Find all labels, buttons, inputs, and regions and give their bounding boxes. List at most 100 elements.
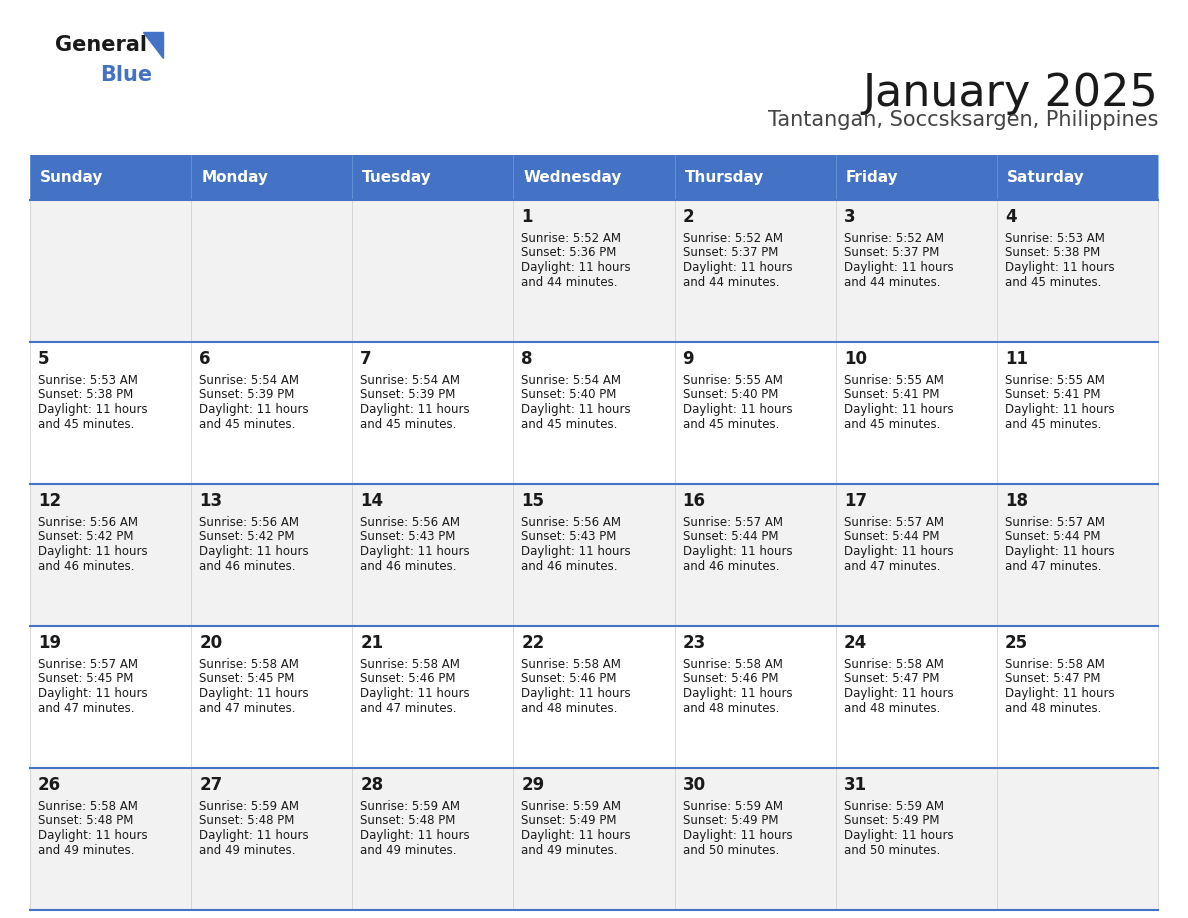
Text: Sunrise: 5:57 AM: Sunrise: 5:57 AM (843, 516, 943, 529)
Text: and 47 minutes.: and 47 minutes. (1005, 559, 1101, 573)
Bar (353, 768, 513, 910)
Text: Blue: Blue (100, 65, 152, 85)
Text: Sunrise: 5:56 AM: Sunrise: 5:56 AM (360, 516, 460, 529)
Text: 3: 3 (843, 208, 855, 226)
Text: and 49 minutes.: and 49 minutes. (360, 844, 456, 856)
Bar (835, 768, 997, 910)
Text: Daylight: 11 hours: Daylight: 11 hours (200, 545, 309, 558)
Text: Daylight: 11 hours: Daylight: 11 hours (522, 261, 631, 274)
Text: Daylight: 11 hours: Daylight: 11 hours (360, 403, 470, 416)
Bar (30, 342, 191, 484)
Text: Sunset: 5:41 PM: Sunset: 5:41 PM (1005, 388, 1100, 401)
Text: and 45 minutes.: and 45 minutes. (683, 418, 779, 431)
Text: Daylight: 11 hours: Daylight: 11 hours (843, 261, 953, 274)
Text: Tuesday: Tuesday (362, 170, 432, 185)
Text: Daylight: 11 hours: Daylight: 11 hours (843, 687, 953, 700)
Text: 23: 23 (683, 634, 706, 652)
Bar (191, 768, 353, 910)
Text: and 46 minutes.: and 46 minutes. (522, 559, 618, 573)
Text: and 44 minutes.: and 44 minutes. (683, 275, 779, 288)
Text: 18: 18 (1005, 492, 1028, 510)
Text: Sunset: 5:46 PM: Sunset: 5:46 PM (522, 673, 617, 686)
Text: Sunrise: 5:59 AM: Sunrise: 5:59 AM (843, 800, 943, 813)
Text: Sunset: 5:40 PM: Sunset: 5:40 PM (522, 388, 617, 401)
Text: Daylight: 11 hours: Daylight: 11 hours (1005, 545, 1114, 558)
Text: Daylight: 11 hours: Daylight: 11 hours (38, 687, 147, 700)
Text: Daylight: 11 hours: Daylight: 11 hours (1005, 261, 1114, 274)
Text: Sunset: 5:43 PM: Sunset: 5:43 PM (360, 531, 456, 543)
Text: and 45 minutes.: and 45 minutes. (360, 418, 456, 431)
Text: Saturday: Saturday (1007, 170, 1085, 185)
Text: 12: 12 (38, 492, 61, 510)
Bar (353, 484, 513, 626)
Text: Sunrise: 5:54 AM: Sunrise: 5:54 AM (200, 374, 299, 387)
Text: and 50 minutes.: and 50 minutes. (843, 844, 940, 856)
Text: Sunrise: 5:58 AM: Sunrise: 5:58 AM (683, 658, 783, 671)
Text: 10: 10 (843, 350, 867, 368)
Text: Sunset: 5:44 PM: Sunset: 5:44 PM (843, 531, 940, 543)
Text: Sunset: 5:40 PM: Sunset: 5:40 PM (683, 388, 778, 401)
Bar (30, 768, 191, 910)
Text: Daylight: 11 hours: Daylight: 11 hours (1005, 403, 1114, 416)
Text: Sunset: 5:44 PM: Sunset: 5:44 PM (683, 531, 778, 543)
Text: Sunrise: 5:59 AM: Sunrise: 5:59 AM (683, 800, 783, 813)
Bar (513, 342, 675, 484)
Text: 8: 8 (522, 350, 533, 368)
Text: Sunset: 5:47 PM: Sunset: 5:47 PM (843, 673, 940, 686)
Bar (835, 484, 997, 626)
Bar (513, 768, 675, 910)
Text: Daylight: 11 hours: Daylight: 11 hours (683, 261, 792, 274)
Text: January 2025: January 2025 (862, 72, 1158, 115)
Text: Sunset: 5:41 PM: Sunset: 5:41 PM (843, 388, 940, 401)
Text: and 49 minutes.: and 49 minutes. (38, 844, 134, 856)
Text: 6: 6 (200, 350, 210, 368)
Text: Sunrise: 5:59 AM: Sunrise: 5:59 AM (360, 800, 460, 813)
Text: Daylight: 11 hours: Daylight: 11 hours (38, 403, 147, 416)
Text: 2: 2 (683, 208, 694, 226)
Text: Sunset: 5:49 PM: Sunset: 5:49 PM (522, 814, 617, 827)
Text: Daylight: 11 hours: Daylight: 11 hours (683, 403, 792, 416)
Text: Sunset: 5:39 PM: Sunset: 5:39 PM (360, 388, 456, 401)
Text: Sunrise: 5:56 AM: Sunrise: 5:56 AM (522, 516, 621, 529)
Text: Daylight: 11 hours: Daylight: 11 hours (360, 687, 470, 700)
Bar (675, 626, 835, 768)
Text: Sunrise: 5:52 AM: Sunrise: 5:52 AM (683, 232, 783, 245)
Bar (191, 484, 353, 626)
Text: Sunrise: 5:57 AM: Sunrise: 5:57 AM (1005, 516, 1105, 529)
Text: Sunset: 5:47 PM: Sunset: 5:47 PM (1005, 673, 1100, 686)
Bar (30, 626, 191, 768)
Bar (675, 342, 835, 484)
Text: Sunrise: 5:58 AM: Sunrise: 5:58 AM (522, 658, 621, 671)
Text: and 47 minutes.: and 47 minutes. (843, 559, 940, 573)
Text: and 45 minutes.: and 45 minutes. (38, 418, 134, 431)
Text: and 47 minutes.: and 47 minutes. (38, 701, 134, 714)
Text: Daylight: 11 hours: Daylight: 11 hours (200, 403, 309, 416)
Text: Daylight: 11 hours: Daylight: 11 hours (522, 403, 631, 416)
Text: Sunset: 5:48 PM: Sunset: 5:48 PM (200, 814, 295, 827)
Text: Sunrise: 5:59 AM: Sunrise: 5:59 AM (522, 800, 621, 813)
Text: and 50 minutes.: and 50 minutes. (683, 844, 779, 856)
Text: Sunset: 5:38 PM: Sunset: 5:38 PM (38, 388, 133, 401)
Text: 28: 28 (360, 776, 384, 794)
Text: Thursday: Thursday (684, 170, 764, 185)
Text: Daylight: 11 hours: Daylight: 11 hours (522, 687, 631, 700)
Text: 4: 4 (1005, 208, 1017, 226)
Text: Sunset: 5:42 PM: Sunset: 5:42 PM (38, 531, 133, 543)
Text: 16: 16 (683, 492, 706, 510)
Text: Daylight: 11 hours: Daylight: 11 hours (1005, 687, 1114, 700)
Text: 7: 7 (360, 350, 372, 368)
Text: Sunset: 5:36 PM: Sunset: 5:36 PM (522, 247, 617, 260)
Text: Sunset: 5:42 PM: Sunset: 5:42 PM (200, 531, 295, 543)
Text: Sunset: 5:46 PM: Sunset: 5:46 PM (360, 673, 456, 686)
Bar (997, 200, 1158, 342)
Bar (675, 200, 835, 342)
Text: 11: 11 (1005, 350, 1028, 368)
Text: and 44 minutes.: and 44 minutes. (843, 275, 940, 288)
Text: 9: 9 (683, 350, 694, 368)
Text: 31: 31 (843, 776, 867, 794)
Text: Daylight: 11 hours: Daylight: 11 hours (683, 687, 792, 700)
Text: Sunrise: 5:55 AM: Sunrise: 5:55 AM (843, 374, 943, 387)
Text: 20: 20 (200, 634, 222, 652)
Bar (191, 342, 353, 484)
Bar (513, 626, 675, 768)
